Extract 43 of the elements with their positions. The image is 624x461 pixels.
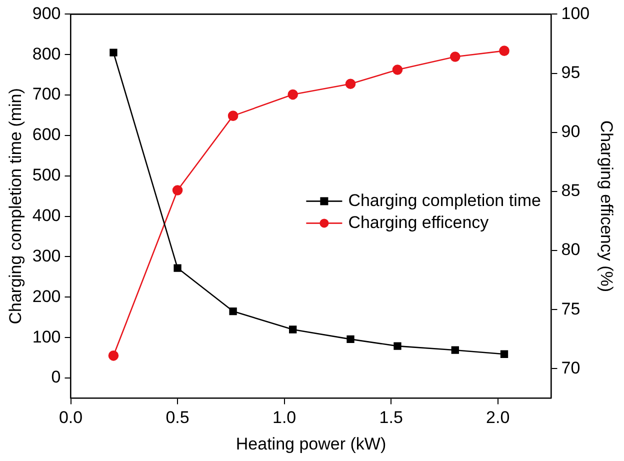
y2-tick-label: 70 xyxy=(561,358,580,378)
point xyxy=(394,342,402,350)
x-tick-label: 2.0 xyxy=(486,408,510,428)
point xyxy=(172,185,183,196)
y-tick-label: 0 xyxy=(51,368,61,387)
point xyxy=(229,307,237,316)
y2-tick-label: 90 xyxy=(561,122,580,142)
point xyxy=(288,89,298,100)
y-tick-label: 200 xyxy=(32,286,61,306)
y-tick-label: 600 xyxy=(32,125,61,144)
point xyxy=(499,46,510,56)
x-tick-label: 1.0 xyxy=(272,408,296,428)
y2-tick-label: 100 xyxy=(561,4,590,23)
legend-label: Charging completion time xyxy=(348,190,541,210)
y2-tick-label: 95 xyxy=(561,62,580,82)
y-axis-title: Charging completion time (min) xyxy=(6,88,25,324)
x-tick-label: 1.5 xyxy=(379,408,403,428)
point xyxy=(289,326,297,334)
y2-axis-title: Charging efficency (%) xyxy=(597,120,616,292)
y-tick-label: 800 xyxy=(32,44,61,64)
point xyxy=(108,350,119,361)
point xyxy=(346,335,354,344)
point xyxy=(450,52,460,62)
point xyxy=(174,264,182,272)
point xyxy=(392,64,403,75)
legend-label: Charging efficency xyxy=(348,212,490,232)
y-tick-label: 400 xyxy=(32,206,61,225)
y-tick-label: 700 xyxy=(32,84,61,104)
y2-tick-label: 80 xyxy=(561,240,580,260)
y-tick-label: 300 xyxy=(32,246,61,266)
x-tick-label: 0.5 xyxy=(166,408,190,428)
x-tick-label: 0.0 xyxy=(58,408,83,428)
point xyxy=(345,78,356,90)
x-axis-title: Heating power (kW) xyxy=(236,434,386,454)
point xyxy=(228,110,238,121)
y2-tick-label: 75 xyxy=(561,299,580,318)
y-tick-label: 900 xyxy=(32,4,61,23)
y-tick-label: 500 xyxy=(32,166,61,185)
point xyxy=(500,350,508,358)
y2-tick-label: 85 xyxy=(561,181,580,200)
point xyxy=(451,346,459,354)
point xyxy=(110,48,118,56)
y-tick-label: 100 xyxy=(32,327,61,346)
